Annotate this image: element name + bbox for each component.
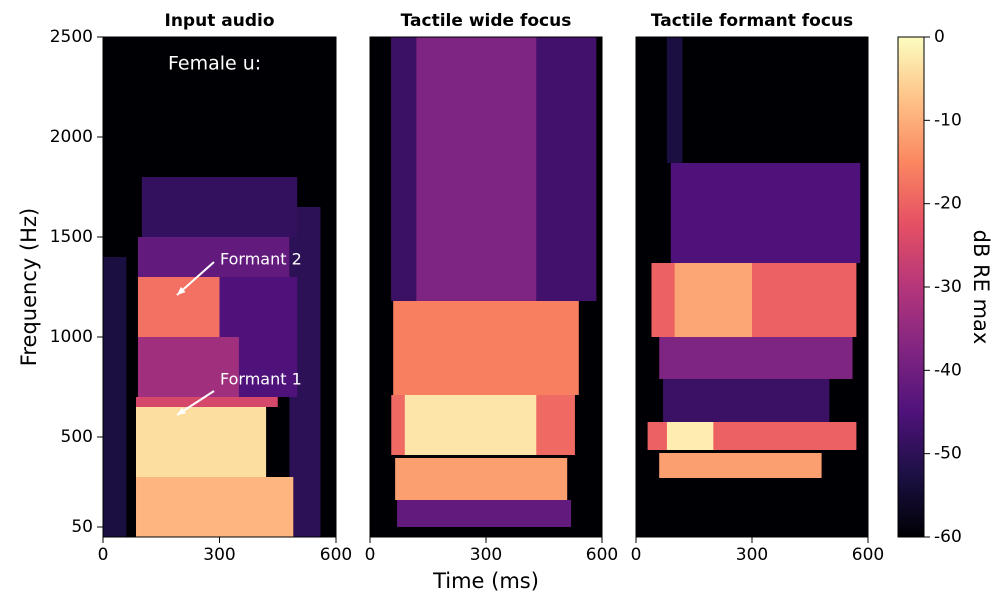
colorbar <box>898 37 924 537</box>
x-tick-label: 600 <box>586 545 618 565</box>
colorbar-tick-label: -60 <box>934 527 962 547</box>
colorbar-tick-label: -50 <box>934 444 962 464</box>
colorbar-tick-label: -10 <box>934 110 962 130</box>
heat-cell <box>659 337 852 379</box>
colorbar-tick-label: -30 <box>934 277 962 297</box>
heat-cell <box>395 458 567 500</box>
heat-cell <box>663 379 829 425</box>
x-tick-label: 0 <box>631 545 642 565</box>
heat-cell <box>667 422 713 450</box>
heat-cell <box>667 37 682 163</box>
y-tick-label: 1500 <box>50 227 93 247</box>
x-tick-label: 600 <box>320 545 352 565</box>
panel-title: Tactile formant focus <box>651 11 853 31</box>
y-tick-label: 500 <box>61 427 93 447</box>
colorbar-tick-label: -20 <box>934 194 962 214</box>
heat-cell <box>536 37 596 301</box>
heat-cell <box>405 395 536 455</box>
chart: Input audio 0 300 600 50 500 1000 1500 2000 2500 T… <box>0 0 999 597</box>
annotation: Formant 1 <box>220 370 302 389</box>
heat-cell <box>675 263 752 337</box>
panel-title: Tactile wide focus <box>401 11 572 31</box>
heat-cell <box>659 453 821 478</box>
y-tick-label: 50 <box>71 517 93 537</box>
colorbar-tick-label: 0 <box>934 27 945 47</box>
heat-cell <box>397 500 571 527</box>
x-tick-label: 0 <box>98 545 109 565</box>
x-tick-label: 300 <box>736 545 768 565</box>
y-axis-label: Frequency (Hz) <box>17 208 41 366</box>
heat-cell <box>671 163 860 263</box>
x-axis-label: Time (ms) <box>432 569 539 593</box>
plot-layer: Input audio 0 300 600 50 500 1000 1500 2000 2500 T… <box>50 11 962 565</box>
annotation: Formant 2 <box>220 250 302 269</box>
heat-cell <box>391 37 416 301</box>
heat-cell <box>136 477 293 537</box>
y-tick-label: 2000 <box>50 127 93 147</box>
heat-cell <box>136 397 278 407</box>
y-tick-label: 2500 <box>50 27 93 47</box>
heat-cell <box>142 177 297 237</box>
colorbar-tick-label: -40 <box>934 360 962 380</box>
x-tick-label: 300 <box>203 545 235 565</box>
heat-cell <box>103 257 126 537</box>
annotation: Female u: <box>168 53 261 75</box>
panel-title: Input audio <box>165 11 275 31</box>
colorbar-label: dB RE max <box>969 230 993 345</box>
x-tick-label: 0 <box>365 545 376 565</box>
heat-cell <box>393 301 579 395</box>
x-tick-label: 300 <box>470 545 502 565</box>
heat-cell <box>138 277 220 337</box>
heat-cell <box>136 407 266 477</box>
y-tick-label: 1000 <box>50 327 93 347</box>
x-tick-label: 600 <box>852 545 884 565</box>
